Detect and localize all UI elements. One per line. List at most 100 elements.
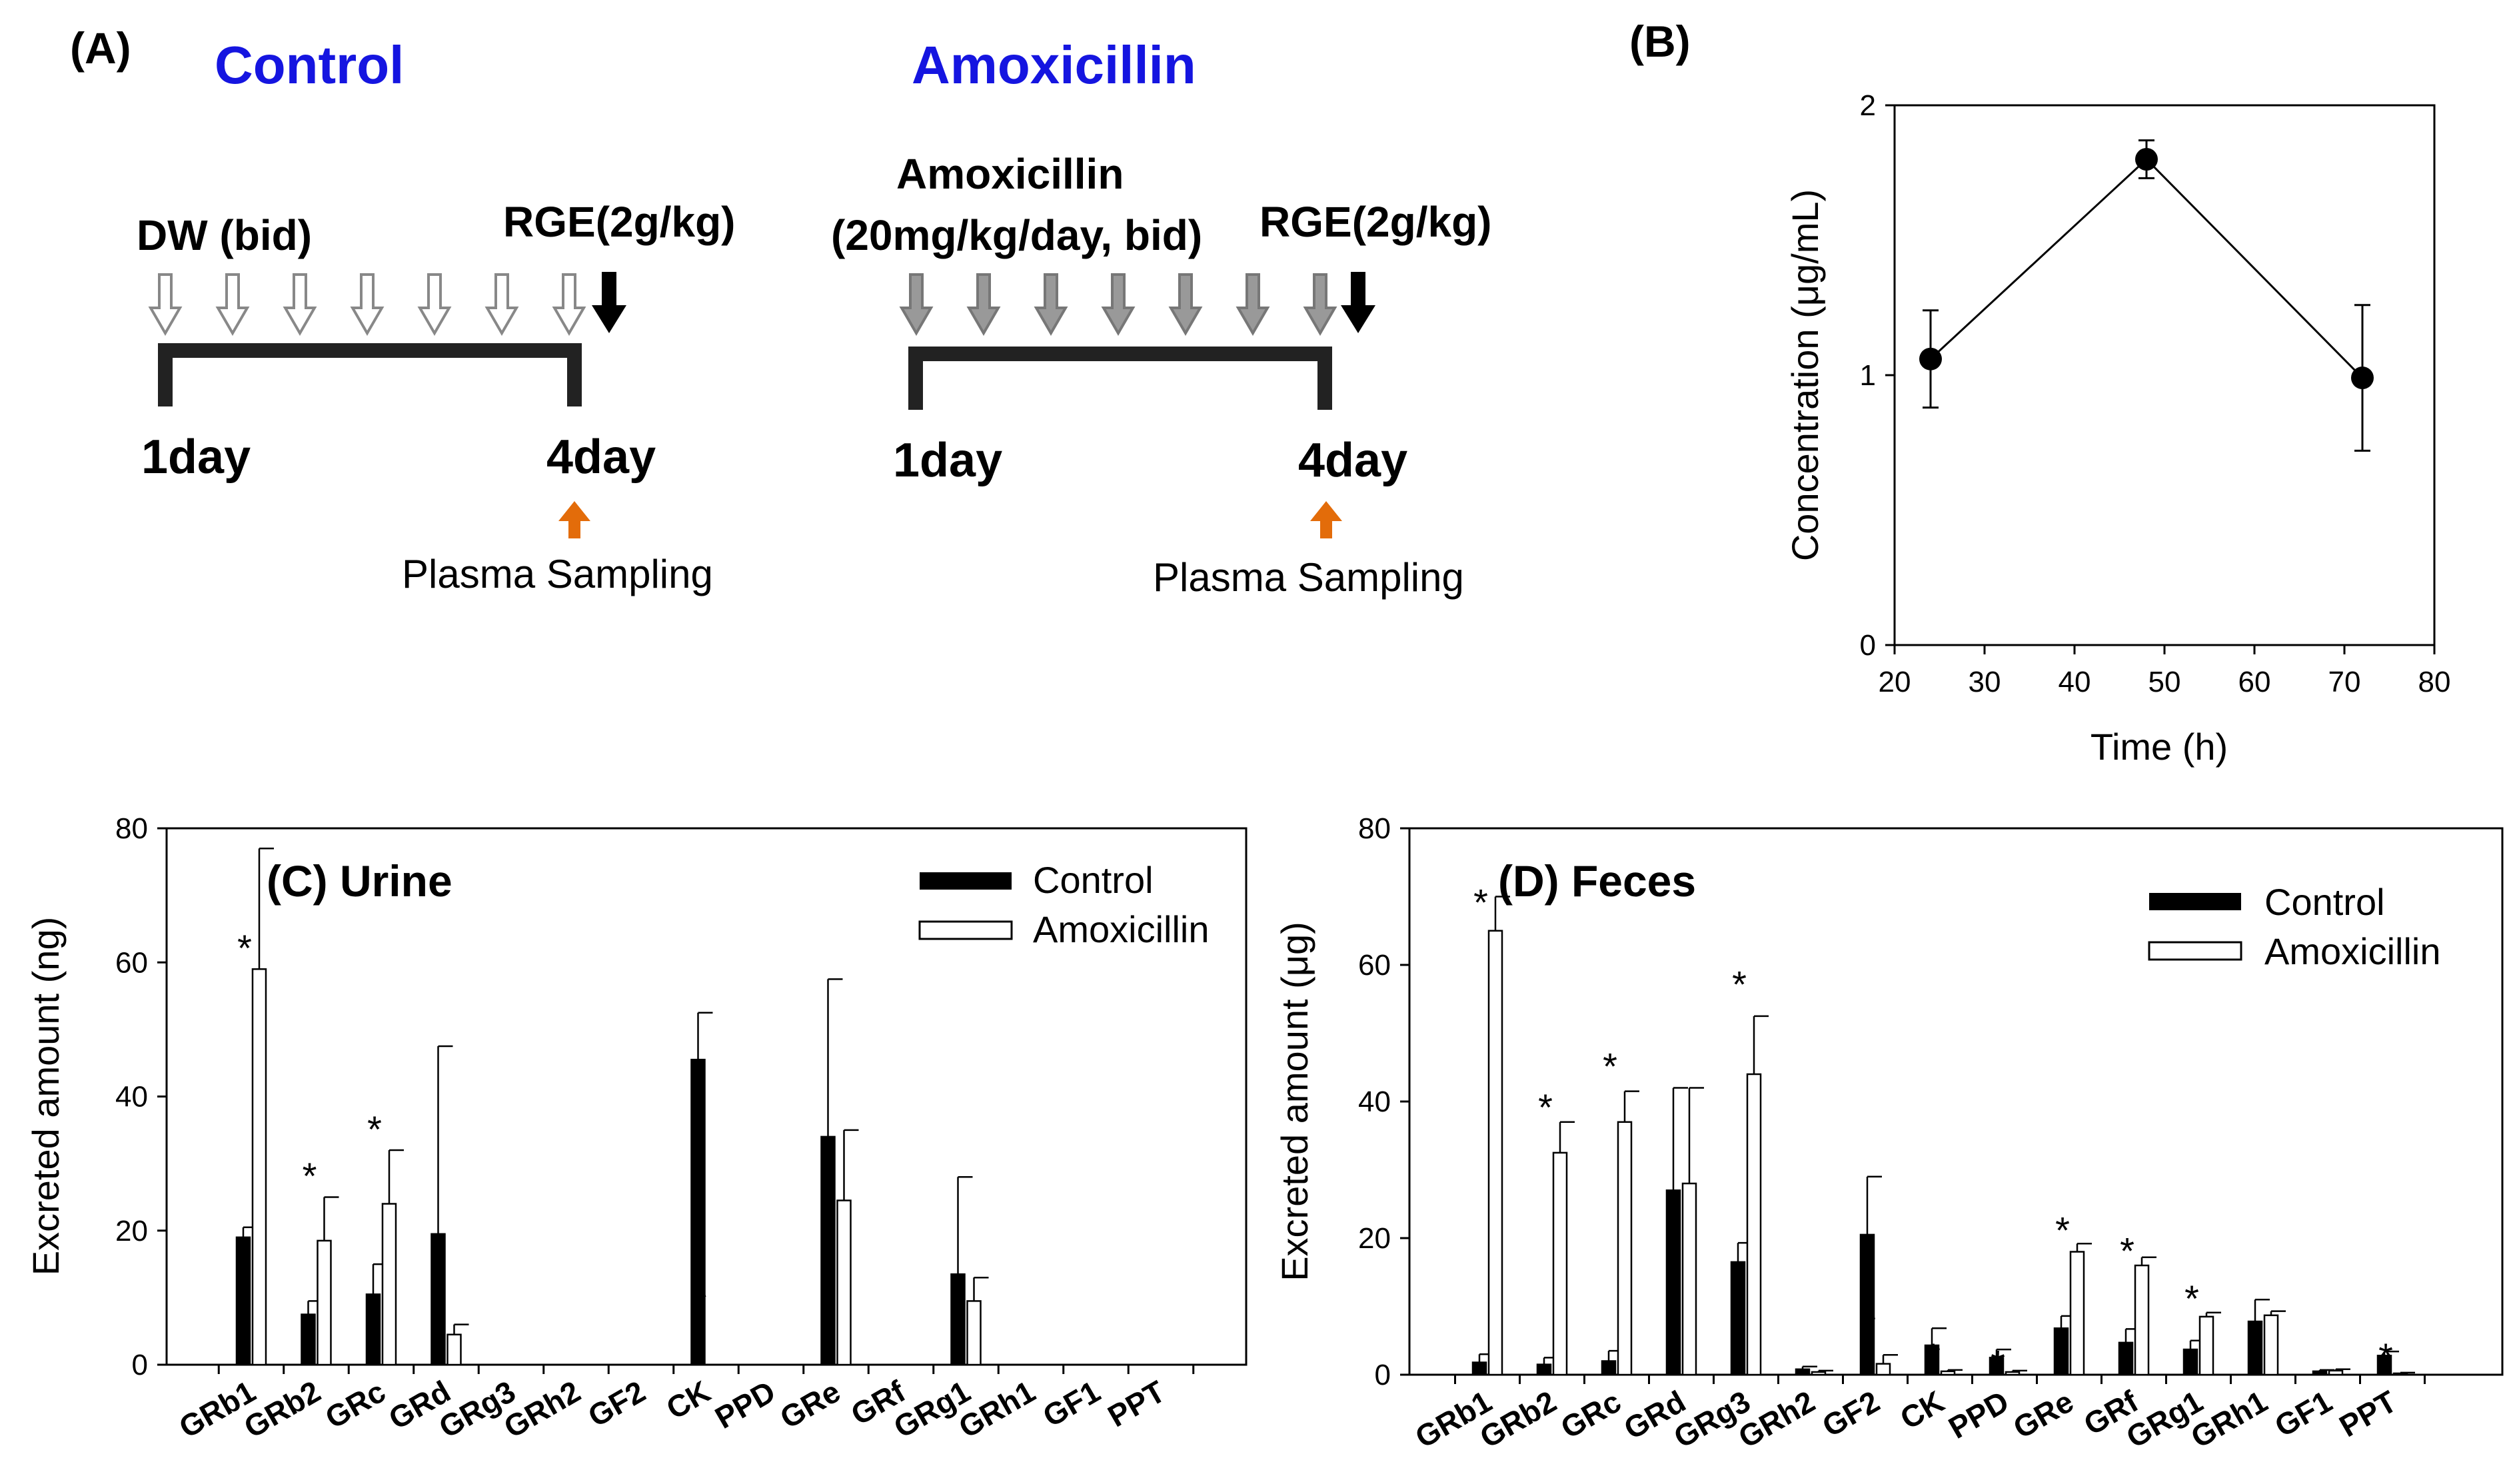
chart-c-title: (C) Urine [267,856,452,906]
chart-c-bar-amox [446,1333,462,1366]
chart-d-bar-amox [1487,930,1503,1376]
chart-d-bar-control [2182,1348,2198,1376]
control-rge-arrow [592,272,626,333]
chart-c-bar-amox [251,968,267,1366]
amox-start-day: 1day [893,434,1002,487]
chart-c-bar-amox [381,1203,397,1366]
chart-c-significance-mark: * [692,1282,707,1324]
legend-d-amox-swatch [2148,941,2242,961]
chart-b-x-tick-label: 80 [2418,666,2451,698]
amox-rge-label: RGE(2g/kg) [1259,198,1491,246]
chart-d-significance-mark: * [1538,1086,1553,1128]
chart-d-y-tick-label: 20 [1358,1222,1391,1255]
legend-d-control-swatch [2149,893,2241,910]
chart-d-bar-control [1601,1360,1617,1376]
chart-d-bar-amox [2263,1314,2279,1376]
chart-b-y-label: Concentration (μg/mL) [1784,189,1826,561]
chart-d-marks: * * * * * * * * * * * [1471,882,2415,1384]
chart-d-y-tick-label: 60 [1358,949,1391,982]
chart-d-significance-mark: * [2378,1335,2393,1377]
chart-d-significance-mark: * [1473,882,1488,924]
chart-d-bar-control [1665,1189,1681,1376]
chart-c-bar-control [365,1293,381,1366]
chart-d-x-tick-label: GRh2 [1733,1384,1821,1455]
chart-c-x-tick-label: CK [660,1374,716,1426]
chart-d-y-label: Excreted amount (μg) [1273,922,1315,1281]
chart-d-significance-mark: * [1861,1305,1876,1347]
chart-b-x-tick-label: 60 [2238,666,2271,698]
amox-dose-arrow-7 [1303,273,1337,336]
amox-scheme: Amoxicillin Amoxicillin (20mg/kg/day, bi… [831,35,1491,600]
chart-d-significance-mark: * [1991,1342,2005,1384]
legend-c-amox-swatch [918,920,1013,940]
control-timeline-bar [158,343,582,406]
chart-b-y-tick-label: 2 [1860,89,1876,122]
chart-d-bar-control [1795,1368,1811,1376]
chart-d-x-tick-label: CK [1894,1384,1950,1436]
control-start-day: 1day [141,430,251,484]
chart-d-x-tick-label: GRb2 [1474,1384,1562,1455]
chart-c-x-tick-label: GRh1 [953,1374,1041,1445]
chart-d-bar-control [1730,1261,1746,1376]
amox-end-day: 4day [1298,434,1407,487]
chart-d-bar-amox [1617,1121,1633,1376]
amox-dose-arrow-4 [1101,273,1136,336]
chart-d-legend: Control Amoxicillin [2148,881,2441,972]
chart-d-bar-amox [1811,1371,1827,1376]
control-dose-arrow-4 [350,273,385,336]
amox-sampling-arrow [1310,501,1342,538]
chart-c-significance-mark: * [237,927,252,969]
chart-c-y-tick-label: 40 [115,1081,148,1113]
chart-d-significance-mark: * [2120,1229,2134,1271]
control-end-day: 4day [546,430,656,484]
legend-c-amox-label: Amoxicillin [1033,908,1210,950]
amox-dose-arrow-3 [1034,273,1068,336]
chart-d-bar-amox [2005,1371,2021,1376]
panel-a: (A) Control DW (bid) RGE(2g/kg) 1day 4da… [70,23,1491,600]
chart-d-bar-amox [1552,1151,1568,1376]
chart-d-bar-control [2118,1341,2134,1376]
chart-c-y-ticks: 0 20 40 60 80 [115,812,167,1381]
chart-c-bar-control [430,1233,446,1366]
control-dose-arrow-1 [148,273,183,336]
chart-b-series-line [1929,157,2364,379]
chart-b-y-ticks: 0 1 2 [1860,89,1895,662]
chart-d-bar-amox [2198,1315,2214,1376]
chart-d-x-tick-label: GF1 [2269,1384,2338,1444]
panel-d: (D) Feces 0 20 40 60 80 GRb1GRb2GRcGRdGRg3GR… [1273,812,2504,1455]
chart-d-bar-control [2053,1327,2069,1376]
legend-d-control-label: Control [2264,881,2385,923]
chart-c-significance-mark: * [303,1155,317,1197]
amox-dose-arrow-2 [966,273,1001,336]
control-sampling-label: Plasma Sampling [402,552,713,596]
chart-d-y-tick-label: 80 [1358,812,1391,845]
chart-d-x-tick-label: GRc [1555,1384,1627,1445]
chart-b-y-tick-label: 1 [1860,359,1876,392]
chart-d-significance-mark: * [2184,1277,2199,1319]
chart-b-y-tick-label: 0 [1860,629,1876,662]
chart-c-y-tick-label: 60 [115,946,148,979]
chart-b-x-tick-label: 40 [2059,666,2091,698]
chart-b-point [2135,148,2158,171]
chart-d-significance-mark: * [1603,1046,1617,1088]
legend-d-amox-label: Amoxicillin [2264,930,2441,972]
chart-d-bar-amox [2392,1372,2408,1376]
chart-d-bar-control [1536,1363,1552,1376]
chart-b-point [1919,347,1942,371]
chart-c-legend: Control Amoxicillin [918,859,1210,950]
chart-d-title: (D) Feces [1498,856,1696,906]
chart-c-x-tick-label: GRc [319,1374,391,1435]
chart-d-bar-amox [1681,1182,1697,1376]
chart-d-bar-amox [2134,1264,2150,1376]
chart-c-y-tick-label: 80 [115,812,148,845]
chart-d-x-tick-label: GF2 [1817,1384,1885,1444]
chart-c-x-tick-label: GRb2 [238,1374,326,1445]
chart-d-x-tick-label: PPD [1943,1384,2015,1445]
chart-d-bar-amox [1940,1370,1956,1376]
chart-c-x-tick-label: GRe [774,1374,846,1435]
legend-c-control-swatch [920,872,1012,890]
control-dose-label: DW (bid) [137,211,312,259]
chart-c-x-tick-label: GF1 [1037,1374,1106,1434]
